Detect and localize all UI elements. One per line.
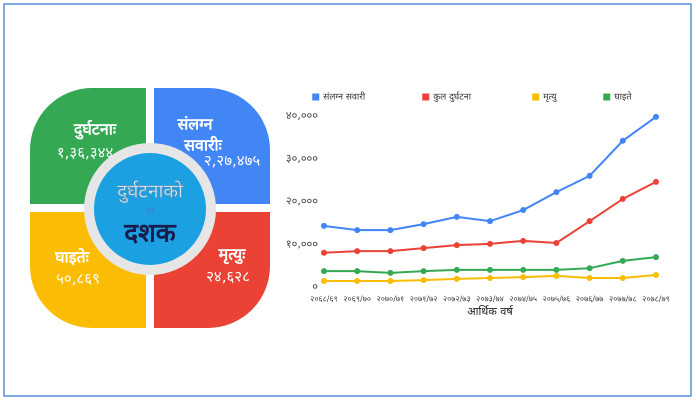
x-tick-label: २०७७/७८ [609, 295, 637, 304]
point [586, 218, 593, 225]
y-tick-label: ० [312, 280, 318, 293]
point [653, 272, 659, 279]
point [420, 277, 427, 284]
x-tick-label: २०७८/७९ [642, 295, 670, 304]
point [354, 248, 361, 255]
x-tick-label: २०७३/७४ [476, 295, 504, 304]
x-tick-label: २०६८/६९ [310, 295, 338, 304]
point [619, 257, 626, 264]
point [354, 227, 361, 234]
quadrant-value: २,२७,४७५ [204, 152, 261, 170]
y-tick-label: ३०,००० [286, 152, 318, 165]
point [619, 275, 626, 282]
legend-swatch [532, 93, 540, 101]
y-tick-label: ४०,००० [286, 109, 318, 122]
point [487, 275, 493, 282]
quadrant-value: २४,६२८ [206, 268, 250, 286]
x-tick-label: २०६९/७० [343, 295, 371, 304]
center-line2: एक [145, 207, 155, 215]
point [520, 237, 527, 244]
quadrant-value: १,३६,३४४ [57, 144, 114, 162]
quadrant-label: मृत्युः [218, 245, 246, 265]
point [653, 113, 659, 120]
point [586, 172, 593, 179]
point [619, 195, 626, 202]
x-tick-label: २०७०/७१ [377, 295, 405, 304]
point [520, 266, 527, 273]
x-tick-label: २०७२/७३ [443, 295, 471, 304]
point [453, 275, 460, 282]
point [553, 266, 560, 273]
center-line3: दशक [123, 219, 176, 249]
x-tick-label: २०७६/७७ [576, 295, 604, 304]
legend-label: मृत्यु [543, 93, 557, 103]
point [321, 278, 327, 285]
x-tick-label: २०७१/७२ [410, 295, 438, 304]
point [420, 268, 427, 275]
point [321, 222, 327, 229]
point [586, 265, 593, 272]
legend-label: घाइते [614, 91, 632, 103]
legend-swatch [603, 93, 611, 101]
frame [3, 3, 692, 397]
point [553, 272, 560, 279]
point [487, 266, 493, 273]
point [453, 266, 460, 273]
point [387, 248, 394, 255]
point [387, 278, 394, 285]
chart: ० १०,००० २०,००० ३०,००० ४०,००० २०६८/६९ २०६९/७० २… [286, 91, 670, 319]
point [586, 275, 593, 282]
legend-swatch [422, 93, 430, 101]
quadrant-value: ५०,८६९ [56, 270, 100, 288]
legend-label: कुल दुर्घटना [433, 91, 472, 103]
point [453, 242, 460, 249]
point [653, 178, 659, 185]
point [420, 221, 427, 228]
point [354, 268, 361, 275]
quadrant-label: संलग्न [176, 115, 213, 134]
diagram: दुर्घटनाः १,३६,३४४ संलग्न सवारीः२,२७,४७५ घाइ… [30, 88, 270, 328]
legend-label: संलग्न सवारी [323, 91, 366, 103]
point [487, 240, 493, 247]
point [520, 274, 527, 281]
point [420, 245, 427, 252]
point [387, 227, 394, 234]
point [354, 278, 361, 285]
point [653, 254, 659, 261]
center-circle [94, 153, 206, 265]
point [321, 268, 327, 275]
point [520, 207, 527, 214]
point [553, 239, 560, 246]
point [553, 189, 560, 196]
point [321, 249, 327, 256]
point [619, 137, 626, 144]
x-tick-label: २०७४/७५ [509, 295, 537, 304]
point [453, 213, 460, 220]
y-tick-label: १०,००० [286, 237, 318, 250]
series-line [323, 116, 657, 232]
point [487, 218, 493, 225]
point [387, 269, 394, 276]
y-tick-label: २०,००० [286, 195, 318, 208]
x-axis-label: आर्थिक वर्ष [467, 305, 514, 318]
x-tick-label: २०७५/७६ [543, 295, 571, 304]
legend-swatch [312, 93, 320, 101]
quadrant-label: दुर्घटनाः [73, 120, 117, 140]
quadrant-label: घाइतेः [54, 248, 90, 267]
quadrant-label: सवारीः [183, 136, 223, 155]
center-line1: दुर्घटनाको [117, 180, 184, 204]
